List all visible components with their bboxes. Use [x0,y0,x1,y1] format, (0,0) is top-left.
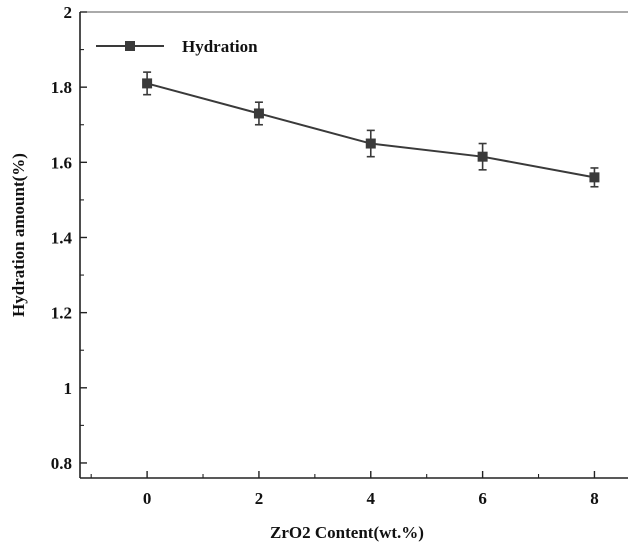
legend: Hydration [96,37,258,56]
data-point-marker [365,138,376,149]
marks-group [142,71,600,188]
y-tick-label: 1.6 [51,153,72,172]
x-tick-label: 6 [478,489,487,508]
y-tick-label: 1.4 [51,228,73,247]
x-tick-label: 4 [367,489,376,508]
y-tick-label: 1.8 [51,78,72,97]
data-point-marker [253,108,264,119]
y-tick-label: 1.2 [51,304,72,323]
y-tick-label: 1 [64,379,73,398]
x-axis-title: ZrO2 Content(wt.%) [270,523,424,542]
y-tick-label: 2 [64,3,73,22]
data-point-marker [142,78,153,89]
legend-label-hydration: Hydration [182,37,258,56]
legend-marker-sample [125,41,135,51]
x-tick-label: 8 [590,489,599,508]
axes-group: 0.8 1 1.2 1.4 1.6 1.8 2 0 2 4 6 8 [51,3,628,508]
data-point-marker [477,151,488,162]
x-tick-label: 0 [143,489,152,508]
y-tick-label: 0.8 [51,454,72,473]
y-axis-title: Hydration amount(%) [9,153,28,317]
data-point-marker [589,172,600,183]
x-tick-label: 2 [255,489,264,508]
